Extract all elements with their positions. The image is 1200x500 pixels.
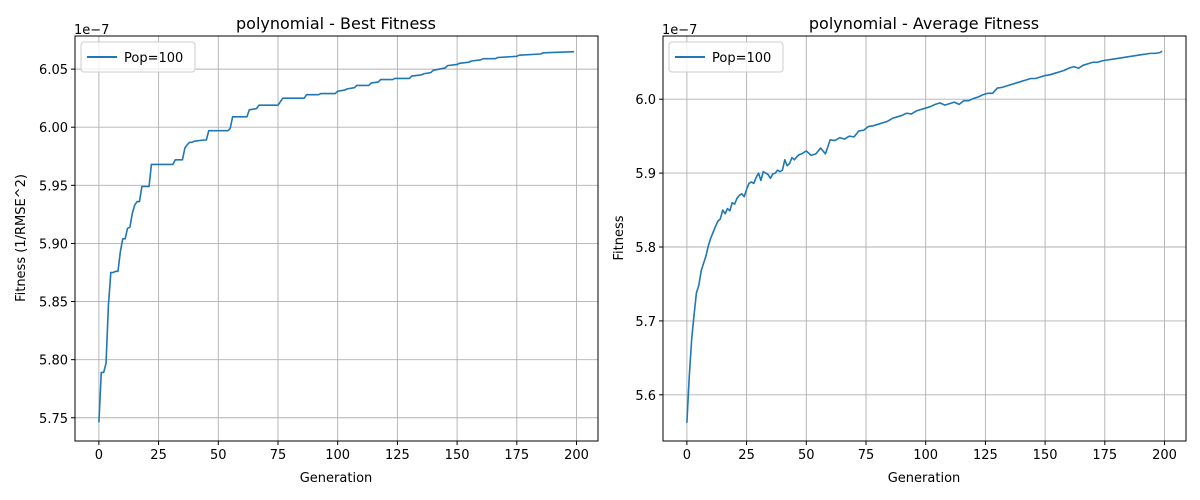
y-tick-label: 6.05 <box>39 63 68 78</box>
y-axis: 5.6 5.7 5.8 5.9 6.0 <box>635 93 663 404</box>
x-tick-label: 0 <box>95 448 103 463</box>
legend-box <box>80 41 196 73</box>
legend-entry-pop-100: Pop=100 <box>712 51 771 66</box>
x-tick-label: 75 <box>270 448 287 463</box>
y-tick-label: 5.80 <box>39 354 68 369</box>
legend: Pop=100 <box>668 41 784 73</box>
grid <box>75 36 598 441</box>
x-tick-label: 125 <box>385 448 410 463</box>
x-tick-label: 25 <box>738 448 755 463</box>
average-fitness-chart: polynomial - Average Fitness 1e−7 0 25 50 7… <box>612 14 1187 486</box>
x-tick-label: 125 <box>973 448 998 463</box>
x-tick-label: 150 <box>1033 448 1058 463</box>
legend-box <box>668 41 784 73</box>
series-line-pop-100 <box>98 50 575 423</box>
x-tick-label: 100 <box>913 448 938 463</box>
y-tick-label: 6.00 <box>39 121 68 136</box>
y-axis-label: Fitness <box>612 215 627 260</box>
legend-entry-pop-100: Pop=100 <box>124 51 183 66</box>
chart-title: polynomial - Best Fitness <box>236 14 436 33</box>
y-tick-label: 5.75 <box>39 412 68 427</box>
series-line-pop-100 <box>686 50 1163 423</box>
y-tick-label: 5.6 <box>635 389 656 404</box>
y-axis-label: Fitness (1/RMSE^2) <box>14 174 29 302</box>
y-scale-label: 1e−7 <box>662 23 697 38</box>
y-tick-label: 5.9 <box>635 167 656 182</box>
x-tick-label: 175 <box>1092 448 1117 463</box>
x-axis-label: Generation <box>888 471 961 486</box>
x-tick-label: 200 <box>1152 448 1177 463</box>
legend: Pop=100 <box>80 41 196 73</box>
y-tick-label: 5.8 <box>635 241 656 256</box>
x-tick-label: 100 <box>325 448 350 463</box>
y-tick-label: 5.90 <box>39 237 68 252</box>
plot-frame <box>74 35 599 442</box>
plot-frame <box>662 35 1187 442</box>
x-tick-label: 25 <box>150 448 167 463</box>
y-axis: 5.75 5.80 5.85 5.90 5.95 6.00 6.05 <box>39 63 75 427</box>
y-tick-label: 5.85 <box>39 296 68 311</box>
x-axis: 0 25 50 75 100 125 150 175 200 <box>95 441 589 463</box>
y-tick-label: 6.0 <box>635 93 656 108</box>
x-axis: 0 25 50 75 100 125 150 175 200 <box>683 441 1177 463</box>
y-tick-label: 5.7 <box>635 315 656 330</box>
x-tick-label: 200 <box>564 448 589 463</box>
x-tick-label: 50 <box>798 448 815 463</box>
x-tick-label: 175 <box>504 448 529 463</box>
best-fitness-chart: polynomial - Best Fitness 1e−7 0 25 50 75 10… <box>14 14 599 486</box>
plot-area <box>686 50 1163 423</box>
grid <box>663 36 1186 441</box>
y-tick-label: 5.95 <box>39 179 68 194</box>
plot-area <box>98 50 575 423</box>
y-scale-label: 1e−7 <box>74 23 109 38</box>
x-tick-label: 50 <box>210 448 227 463</box>
chart-title: polynomial - Average Fitness <box>809 14 1039 33</box>
x-axis-label: Generation <box>300 471 373 486</box>
x-tick-label: 150 <box>445 448 470 463</box>
x-tick-label: 75 <box>858 448 875 463</box>
x-tick-label: 0 <box>683 448 691 463</box>
